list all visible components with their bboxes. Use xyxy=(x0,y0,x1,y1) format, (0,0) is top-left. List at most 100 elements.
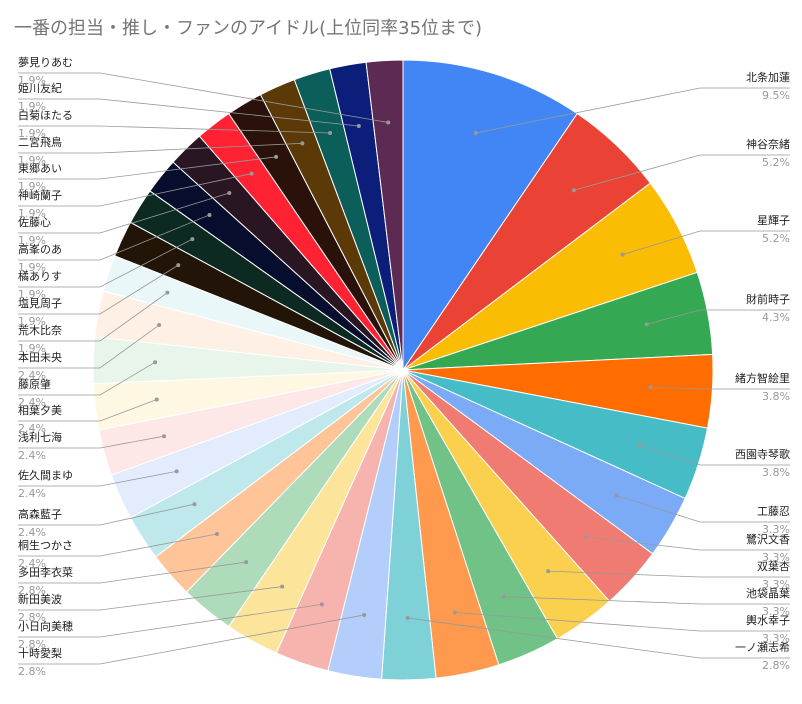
value-label: 4.3% xyxy=(762,311,790,324)
leader-line xyxy=(18,533,218,557)
slice-label: 二宮飛鳥 xyxy=(18,135,62,149)
slice-label: 緒方智絵里 xyxy=(735,371,790,385)
leader-line xyxy=(616,495,790,523)
leader-dot xyxy=(328,130,333,135)
leader-line xyxy=(18,173,252,207)
slice-label: 星輝子 xyxy=(757,214,790,227)
slice-label: 橘ありす xyxy=(18,270,62,283)
slice-label: 荒木比奈 xyxy=(18,323,62,337)
leader-dot xyxy=(244,560,249,565)
pie-slice xyxy=(402,59,578,372)
slice-label: 一ノ瀬志希 xyxy=(735,640,790,654)
leader-dot xyxy=(174,469,179,474)
value-label: 1.9% xyxy=(18,342,46,355)
value-label: 5.2% xyxy=(762,232,790,245)
slice-label: 輿水幸子 xyxy=(746,614,790,627)
value-label: 1.9% xyxy=(18,100,46,113)
leader-line xyxy=(475,87,790,134)
leader-line xyxy=(18,503,195,526)
slice-label: 姫川友紀 xyxy=(18,81,62,95)
slice-label: 双葉杏 xyxy=(757,559,790,573)
value-label: 2.4% xyxy=(18,369,46,382)
value-label: 2.8% xyxy=(18,665,46,678)
leader-line xyxy=(18,264,179,315)
leader-dot xyxy=(190,237,195,242)
leader-dot xyxy=(405,615,410,620)
leader-line xyxy=(18,156,277,180)
slice-label: 財前時子 xyxy=(746,292,790,306)
leader-line xyxy=(407,617,790,659)
leader-dot xyxy=(214,532,219,537)
value-label: 3.3% xyxy=(762,605,790,618)
slice-label: 東郷あい xyxy=(18,161,62,175)
leader-line xyxy=(573,154,790,191)
slice-label: 夢見りあむ xyxy=(18,56,73,69)
leader-line xyxy=(18,586,283,611)
slice-label: 多田李衣菜 xyxy=(18,565,73,579)
leader-line xyxy=(646,309,790,325)
value-label: 3.8% xyxy=(762,466,790,479)
slice-label: 佐藤心 xyxy=(18,215,51,229)
leader-line xyxy=(18,192,230,234)
leader-dot xyxy=(501,594,506,599)
leader-dot xyxy=(207,212,212,217)
slice-label: 西園寺琴歌 xyxy=(735,447,790,461)
leader-dot xyxy=(584,534,589,539)
value-label: 1.9% xyxy=(18,261,46,274)
leader-line xyxy=(18,292,168,342)
leader-dot xyxy=(280,584,285,589)
leader-line xyxy=(586,536,790,551)
leader-dot xyxy=(161,434,166,439)
leader-line xyxy=(18,614,365,665)
leader-line xyxy=(18,125,331,134)
leader-line xyxy=(622,230,790,256)
slice-label: 本田未央 xyxy=(18,350,62,364)
slice-label: 神谷奈緒 xyxy=(746,137,790,151)
value-label: 2.8% xyxy=(18,638,46,651)
leader-dot xyxy=(192,502,197,507)
leader-line xyxy=(18,238,193,288)
value-label: 3.3% xyxy=(762,523,790,536)
leader-dot xyxy=(319,602,324,607)
leader-line xyxy=(18,361,156,396)
leader-dot xyxy=(157,323,162,328)
slice-label: 鷺沢文香 xyxy=(746,532,790,546)
leader-dot xyxy=(644,322,649,327)
leader-line xyxy=(18,399,157,422)
value-label: 9.5% xyxy=(762,89,790,102)
leader-dot xyxy=(300,141,305,146)
value-label: 2.4% xyxy=(18,449,46,462)
value-label: 1.9% xyxy=(18,154,46,167)
slice-label: 桐生つかさ xyxy=(18,538,73,552)
value-label: 1.9% xyxy=(18,234,46,247)
value-label: 5.2% xyxy=(762,156,790,169)
value-label: 1.9% xyxy=(18,207,46,220)
leader-line xyxy=(18,72,389,123)
leader-dot xyxy=(546,569,551,574)
value-label: 3.3% xyxy=(762,578,790,591)
leader-dot xyxy=(362,612,367,617)
leader-line xyxy=(18,98,359,127)
leader-line xyxy=(503,596,790,605)
slice-label: 佐久間まゆ xyxy=(18,468,73,482)
value-label: 2.4% xyxy=(18,526,46,539)
value-label: 2.4% xyxy=(18,487,46,500)
slice-label: 高森藍子 xyxy=(18,507,62,521)
leader-line xyxy=(639,444,790,466)
value-label: 3.3% xyxy=(762,632,790,645)
slice-label: 新田美波 xyxy=(18,592,62,606)
leader-line xyxy=(18,142,303,154)
leader-line xyxy=(18,214,210,261)
slice-label: 神崎蘭子 xyxy=(18,188,62,202)
value-label: 2.8% xyxy=(18,584,46,597)
slice-label: 高峯のあ xyxy=(18,242,62,256)
leader-dot xyxy=(274,154,279,159)
leader-dot xyxy=(154,397,159,402)
leader-dot xyxy=(165,290,170,295)
slice-label: 北条加蓮 xyxy=(746,70,790,84)
chart-title: 一番の担当・推し・ファンのアイドル(上位同率35位まで) xyxy=(14,18,482,39)
slice-label: 浅利七海 xyxy=(18,430,62,444)
leader-line xyxy=(454,612,790,632)
value-label: 1.9% xyxy=(18,180,46,193)
